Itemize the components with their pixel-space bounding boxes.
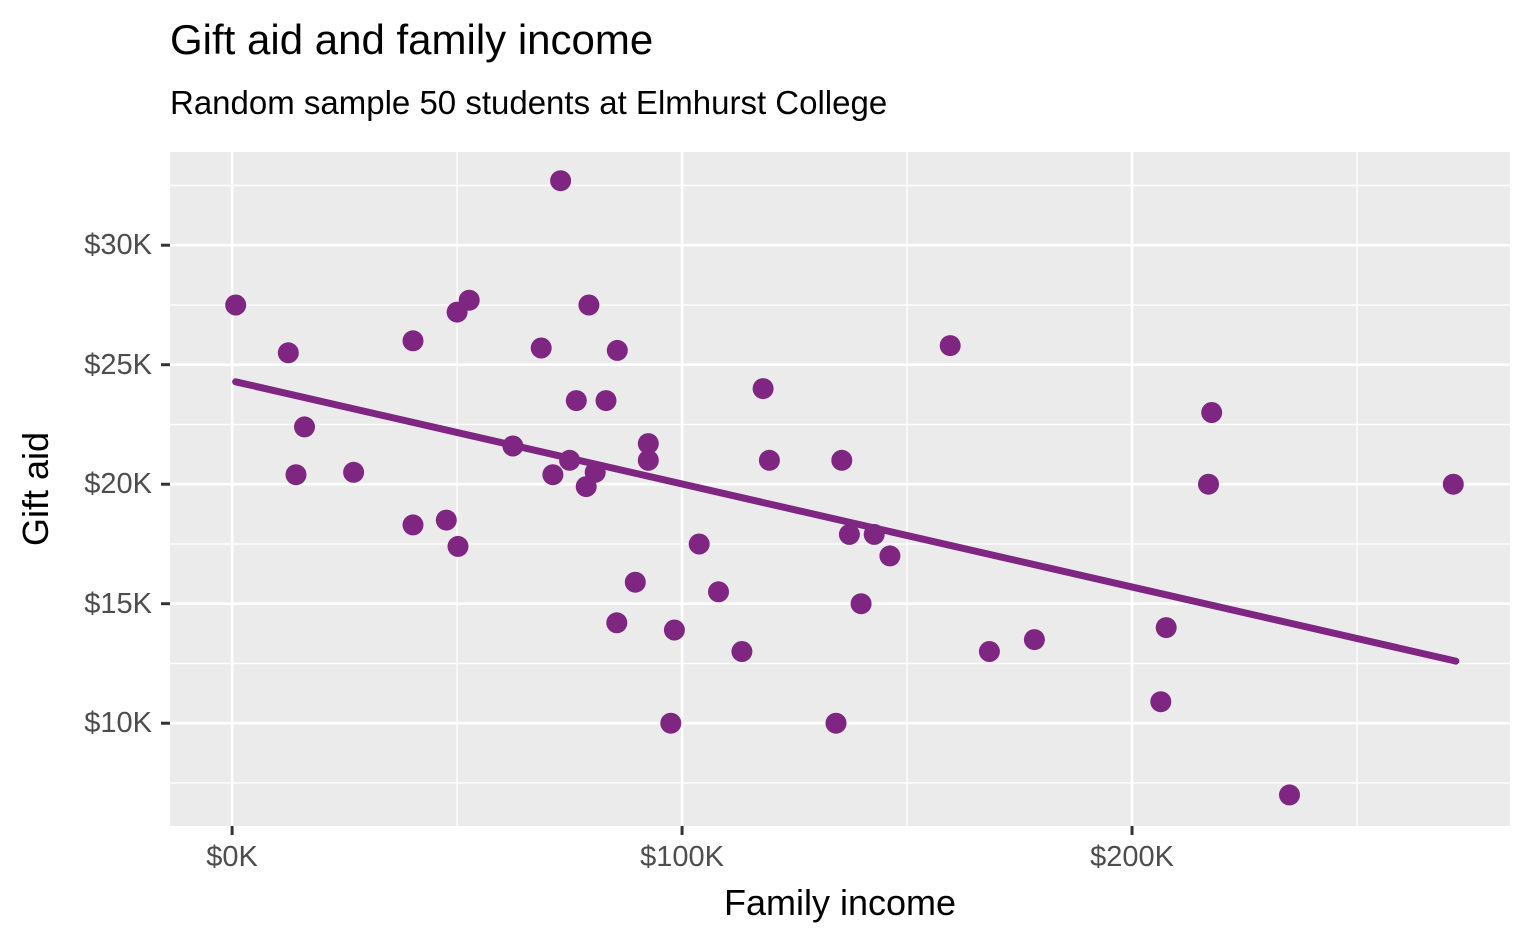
- y-axis-title: Gift aid: [15, 431, 56, 547]
- data-point: [1150, 691, 1172, 713]
- data-point: [277, 342, 299, 364]
- y-tick-label: $10K: [84, 707, 152, 740]
- data-point: [294, 416, 315, 438]
- data-point: [758, 449, 780, 471]
- y-tick-label: $15K: [84, 587, 152, 620]
- data-point: [752, 378, 774, 400]
- data-point: [831, 449, 853, 471]
- data-point: [578, 294, 600, 316]
- data-point: [530, 337, 552, 359]
- data-point: [550, 170, 572, 192]
- data-point: [285, 464, 307, 486]
- data-point: [1023, 629, 1045, 651]
- data-point: [660, 712, 682, 734]
- data-point: [595, 390, 617, 412]
- data-point: [343, 461, 365, 483]
- data-point: [731, 641, 753, 662]
- data-point: [606, 612, 628, 634]
- data-point: [624, 571, 646, 593]
- y-tick-label: $25K: [84, 348, 152, 381]
- data-point: [542, 464, 564, 486]
- data-point: [458, 289, 480, 311]
- data-point: [606, 339, 628, 361]
- data-point: [637, 433, 659, 455]
- data-point: [565, 390, 587, 412]
- data-point: [1201, 402, 1223, 423]
- data-point: [708, 581, 729, 603]
- data-point: [1279, 784, 1300, 806]
- data-point: [435, 509, 457, 531]
- data-point: [688, 533, 710, 555]
- y-tick-label: $30K: [84, 229, 152, 262]
- data-point: [402, 514, 424, 536]
- data-point: [637, 449, 659, 471]
- x-tick-label: $200K: [1090, 841, 1174, 873]
- data-point: [939, 335, 961, 357]
- data-point: [225, 294, 247, 316]
- chart-subtitle: Random sample 50 students at Elmhurst Co…: [170, 84, 888, 121]
- data-point: [838, 523, 860, 545]
- x-tick-label: $100K: [640, 841, 724, 873]
- data-point: [978, 641, 1000, 662]
- data-point: [825, 712, 847, 734]
- data-point: [1442, 473, 1464, 495]
- data-point: [663, 619, 685, 641]
- data-point: [1198, 473, 1219, 495]
- data-point: [402, 330, 424, 352]
- data-point: [1155, 617, 1177, 639]
- x-tick-label: $0K: [206, 841, 258, 873]
- trend-line: [232, 378, 1460, 665]
- data-point: [850, 593, 872, 615]
- chart-title: Gift aid and family income: [170, 16, 654, 63]
- y-tick-label: $20K: [84, 468, 152, 501]
- data-point: [879, 545, 901, 567]
- data-point: [447, 535, 469, 557]
- x-axis-title: Family income: [723, 882, 957, 923]
